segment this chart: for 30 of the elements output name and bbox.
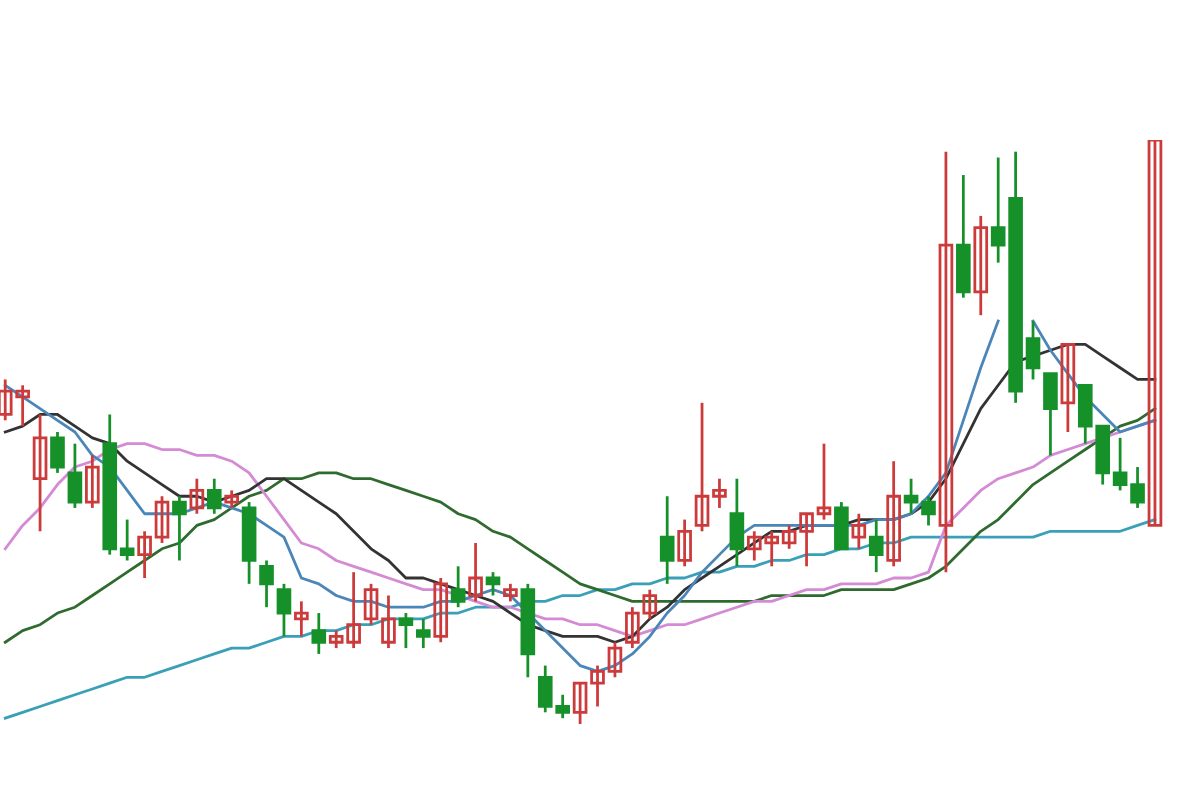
candlestick	[485, 570, 501, 597]
candlestick	[172, 494, 187, 562]
candlestick	[659, 494, 675, 586]
candlestick	[886, 459, 901, 568]
candlestick	[1043, 372, 1058, 457]
candlestick	[276, 582, 292, 638]
candlestick	[259, 559, 274, 609]
candlestick	[398, 611, 414, 650]
candlestick	[67, 442, 83, 510]
candlestick	[834, 500, 849, 551]
candlestick	[973, 214, 989, 317]
candlestick	[851, 512, 867, 551]
candlestick	[433, 576, 449, 644]
candlestick	[50, 430, 65, 475]
candlestick	[1147, 140, 1163, 527]
candlestick	[468, 541, 483, 603]
candlestick	[729, 477, 745, 568]
candlestick	[956, 173, 971, 300]
candlestick	[32, 413, 48, 533]
candlestick	[938, 150, 954, 574]
candlestick	[294, 599, 309, 638]
candlestick	[868, 518, 884, 574]
candlestick	[1060, 343, 1076, 434]
candlestick	[677, 518, 692, 568]
candlestick	[85, 453, 100, 510]
candlestick	[450, 564, 466, 609]
candlestick	[311, 611, 327, 656]
candlestick	[189, 477, 205, 516]
candlestick	[206, 477, 222, 516]
candlestick	[416, 617, 431, 650]
